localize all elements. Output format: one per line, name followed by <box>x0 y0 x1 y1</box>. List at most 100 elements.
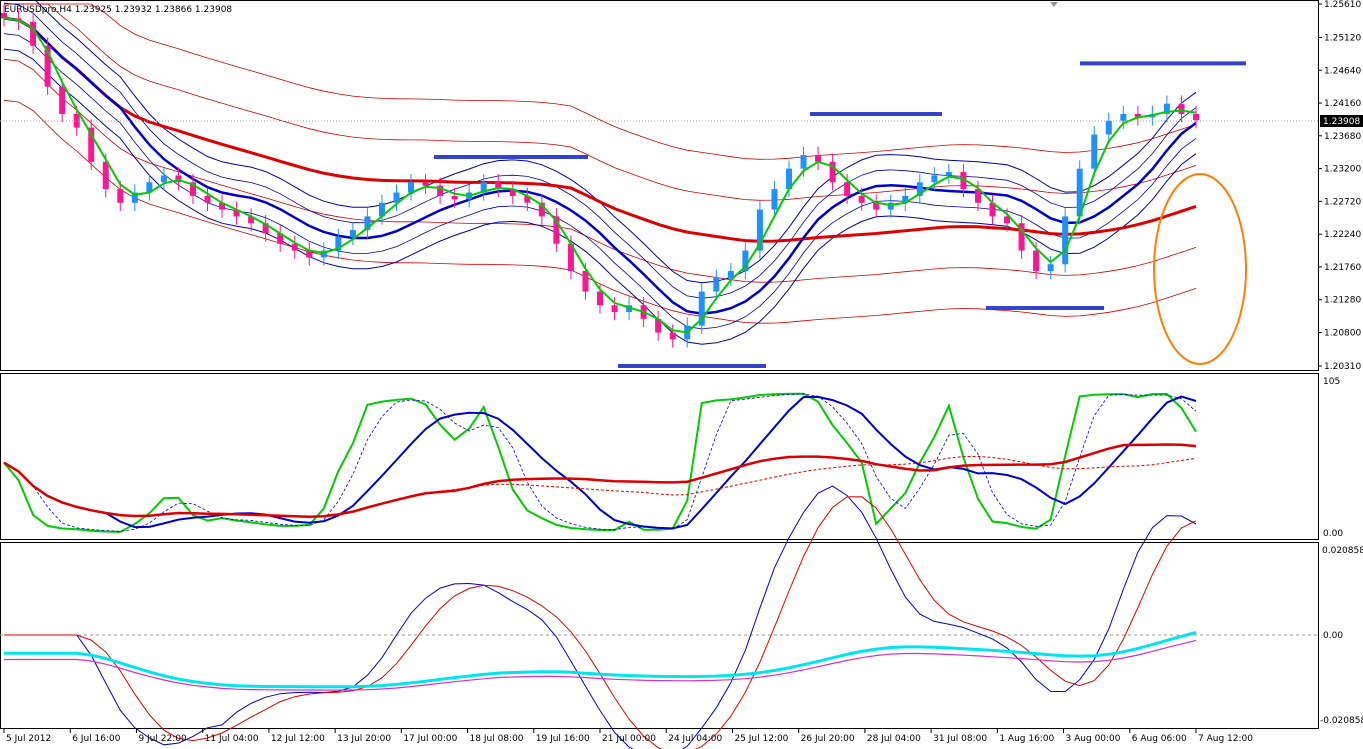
time-tick-label: 25 Jul 12:00 <box>734 734 788 744</box>
candle-body <box>800 154 807 169</box>
macd-slow-magenta <box>4 639 1197 691</box>
candle-body <box>1076 168 1083 217</box>
candle-body <box>509 189 516 196</box>
candle-body <box>611 305 618 313</box>
candle-body <box>364 216 371 231</box>
price-tick-label: 1.23680 <box>1324 132 1361 142</box>
time-tick-label: 5 Jul 2012 <box>6 734 51 744</box>
slow-ma-path <box>3 16 1197 243</box>
candle-body <box>785 168 792 190</box>
stoch-axis-top: 105 <box>1323 377 1340 387</box>
time-tick-label: 21 Jul 00:00 <box>602 734 656 744</box>
lower-band <box>3 48 1197 345</box>
candle-body <box>175 175 182 183</box>
current-price-label: 1.23908 <box>1323 117 1360 127</box>
candle-body <box>117 189 124 203</box>
price-tick-label: 1.21280 <box>1324 296 1361 306</box>
time-tick-label: 17 Jul 00:00 <box>403 734 457 744</box>
candle-body <box>262 223 269 234</box>
price-tick-label: 1.24640 <box>1324 66 1361 76</box>
candle-body <box>248 216 255 224</box>
candle-body <box>626 305 633 313</box>
candle-body <box>974 189 981 203</box>
price-tick-label: 1.22720 <box>1324 197 1361 207</box>
stoch-long <box>3 443 1197 518</box>
price-tick-label: 1.23200 <box>1324 165 1361 175</box>
candle-body <box>567 243 574 272</box>
candle-body <box>291 243 298 251</box>
candle-body <box>727 271 734 278</box>
candle-body <box>815 154 822 162</box>
candle-body <box>858 195 865 203</box>
stoch-signal <box>3 393 1197 532</box>
candle-body <box>1062 216 1069 265</box>
price-pane[interactable] <box>0 0 1319 371</box>
candle-body <box>756 209 763 251</box>
candle-body <box>698 291 705 326</box>
candle-body <box>553 216 560 244</box>
candle-body <box>829 161 836 183</box>
candle-body <box>480 182 487 193</box>
fast-ma-line <box>3 17 1197 334</box>
candle-body <box>59 86 66 114</box>
price-axis: 1.25610 1.25120 1.24640 1.24160 1.23680 1.232… <box>1318 0 1361 372</box>
candle-body <box>422 182 429 186</box>
candle-body <box>887 202 894 210</box>
highlight-ellipse <box>1153 173 1247 365</box>
time-tick-label: 24 Jul 04:00 <box>668 734 722 744</box>
candle-body <box>335 236 342 251</box>
candle-body <box>1193 113 1199 121</box>
candle-body <box>582 271 589 292</box>
candle-body <box>204 195 211 203</box>
time-tick-label: 11 Jul 04:00 <box>205 734 259 744</box>
stoch-slow <box>3 395 1197 530</box>
candle-body <box>437 185 444 196</box>
candle-body <box>931 175 938 183</box>
envelope-line <box>4 3 1197 160</box>
price-tick-label: 1.21760 <box>1324 263 1361 273</box>
envelope-line <box>4 3 1197 201</box>
inner-upper-band <box>3 2 1197 299</box>
candle-body <box>873 202 880 210</box>
candle-body <box>393 192 400 203</box>
candle-body <box>1163 103 1170 114</box>
candle-body <box>102 161 109 190</box>
candle-body <box>451 195 458 200</box>
time-tick-label: 26 Jul 20:00 <box>801 734 855 744</box>
time-tick-label: 18 Jul 08:00 <box>470 734 524 744</box>
time-tick-label: 13 Jul 20:00 <box>337 734 391 744</box>
candle-body <box>277 233 284 244</box>
time-tick-label: 19 Jul 16:00 <box>536 734 590 744</box>
envelope-line <box>3 58 1197 283</box>
candle-body <box>320 250 327 258</box>
mid-ma-line <box>3 17 1197 315</box>
candle-body <box>524 195 531 203</box>
candle-body <box>1033 250 1040 272</box>
candle-body <box>844 182 851 196</box>
candle-body <box>1018 223 1025 251</box>
candle-body <box>495 182 502 190</box>
candle-body <box>945 172 952 176</box>
candle-body <box>131 192 138 203</box>
scroll-marker-icon[interactable] <box>1050 2 1058 7</box>
candle-body <box>916 182 923 196</box>
candle-body <box>189 182 196 196</box>
time-axis: 5 Jul 2012 6 Jul 16:00 9 Jul 22:00 11 Jul 0… <box>3 729 1253 744</box>
candle-body <box>538 202 545 217</box>
price-tick-label: 1.20800 <box>1324 329 1361 339</box>
candle-body <box>742 250 749 272</box>
candle-body <box>349 230 356 237</box>
candle-body <box>88 127 95 162</box>
mid-ma-path <box>3 17 1197 315</box>
bollinger-bands <box>3 0 1197 345</box>
candle-body <box>1091 134 1098 169</box>
macd-axis-bottom: -0.020858 <box>1320 716 1363 726</box>
candle-body <box>1105 120 1112 135</box>
candle-body <box>771 189 778 210</box>
inner-lower-band <box>3 33 1197 330</box>
time-tick-label: 6 Jul 16:00 <box>72 734 121 744</box>
macd-axis-zero: 0.00 <box>1323 631 1343 641</box>
stochastic-pane[interactable] <box>0 373 1319 540</box>
candle-body <box>1047 264 1054 272</box>
macd-slow-cyan <box>4 631 1197 689</box>
